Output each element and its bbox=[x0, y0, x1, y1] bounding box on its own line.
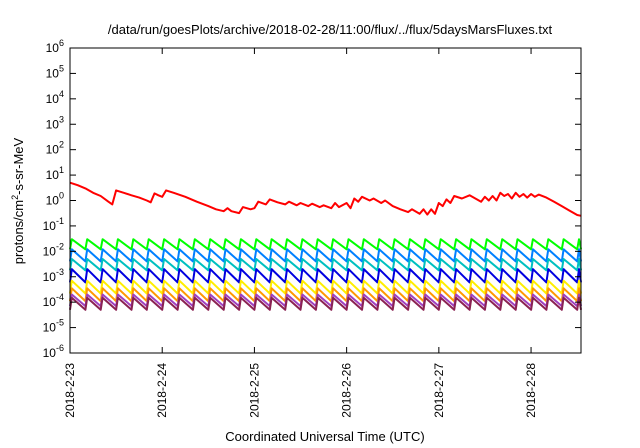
series-line bbox=[69, 258, 582, 272]
y-tick-label: 106 bbox=[46, 38, 64, 55]
chart-title: /data/run/goesPlots/archive/2018-02-28/1… bbox=[108, 22, 553, 37]
y-tick-base: 10 bbox=[43, 244, 57, 258]
y-tick-base: 10 bbox=[46, 41, 60, 55]
y-tick-exponent: -3 bbox=[56, 267, 64, 277]
y-tick-label: 10-3 bbox=[43, 267, 64, 284]
y-tick-base: 10 bbox=[43, 295, 57, 309]
y-tick-label: 10-6 bbox=[43, 343, 64, 360]
y-axis-label-prefix: protons/cm bbox=[11, 200, 26, 264]
x-axis-label: Coordinated Universal Time (UTC) bbox=[225, 429, 424, 444]
y-tick-exponent: 4 bbox=[59, 89, 64, 99]
y-tick-label: 10-1 bbox=[43, 216, 64, 233]
y-tick-base: 10 bbox=[43, 219, 57, 233]
y-tick-label: 105 bbox=[46, 63, 64, 80]
y-tick-base: 10 bbox=[46, 143, 60, 157]
x-tick-label: 2018-2-26 bbox=[340, 363, 354, 418]
series-line bbox=[69, 279, 582, 295]
y-tick-base: 10 bbox=[43, 321, 57, 335]
y-tick-exponent: 1 bbox=[59, 165, 64, 175]
y-tick-label: 10-5 bbox=[43, 318, 64, 335]
y-tick-label: 104 bbox=[46, 89, 64, 106]
y-tick-label: 10-4 bbox=[43, 292, 64, 309]
y-tick-exponent: 3 bbox=[59, 114, 64, 124]
series-layer bbox=[69, 181, 582, 311]
y-axis: 10-610-510-410-310-210-11001011021031041… bbox=[43, 38, 581, 360]
x-tick-label: 2018-2-23 bbox=[63, 363, 77, 418]
y-tick-exponent: -6 bbox=[56, 343, 64, 353]
y-axis-label: protons/cm2-s-sr-MeV bbox=[10, 137, 26, 264]
y-tick-label: 102 bbox=[46, 140, 64, 157]
y-axis-label-superscript: 2 bbox=[10, 195, 20, 200]
y-tick-base: 10 bbox=[46, 194, 60, 208]
series-line bbox=[69, 181, 582, 217]
y-tick-exponent: 6 bbox=[59, 38, 64, 48]
y-tick-base: 10 bbox=[46, 66, 60, 80]
series-line bbox=[69, 268, 582, 284]
y-tick-exponent: -1 bbox=[56, 216, 64, 226]
y-tick-base: 10 bbox=[46, 92, 60, 106]
x-tick-label: 2018-2-25 bbox=[247, 363, 261, 418]
y-tick-exponent: -5 bbox=[56, 318, 64, 328]
y-tick-label: 101 bbox=[46, 165, 64, 182]
y-tick-label: 10-2 bbox=[43, 241, 64, 258]
x-axis: 2018-2-23 2018-2-24 2018-2-25 2018-2-26 2018… bbox=[63, 48, 538, 418]
y-axis-label-suffix: -s-sr-MeV bbox=[11, 137, 26, 194]
y-tick-base: 10 bbox=[43, 346, 57, 360]
series-line bbox=[69, 248, 582, 263]
y-tick-base: 10 bbox=[43, 270, 57, 284]
x-tick-label: 2018-2-27 bbox=[432, 363, 446, 418]
series-line bbox=[69, 238, 582, 251]
x-tick-label: 2018-2-28 bbox=[524, 363, 538, 418]
y-tick-base: 10 bbox=[46, 117, 60, 131]
y-tick-exponent: 0 bbox=[59, 191, 64, 201]
x-tick-label: 2018-2-24 bbox=[155, 363, 169, 418]
y-tick-base: 10 bbox=[46, 168, 60, 182]
y-tick-exponent: -2 bbox=[56, 241, 64, 251]
y-tick-label: 100 bbox=[46, 191, 64, 208]
y-tick-exponent: 5 bbox=[59, 63, 64, 73]
series-line bbox=[69, 296, 582, 311]
y-tick-exponent: -4 bbox=[56, 292, 64, 302]
y-tick-exponent: 2 bbox=[59, 140, 64, 150]
y-tick-label: 103 bbox=[46, 114, 64, 131]
